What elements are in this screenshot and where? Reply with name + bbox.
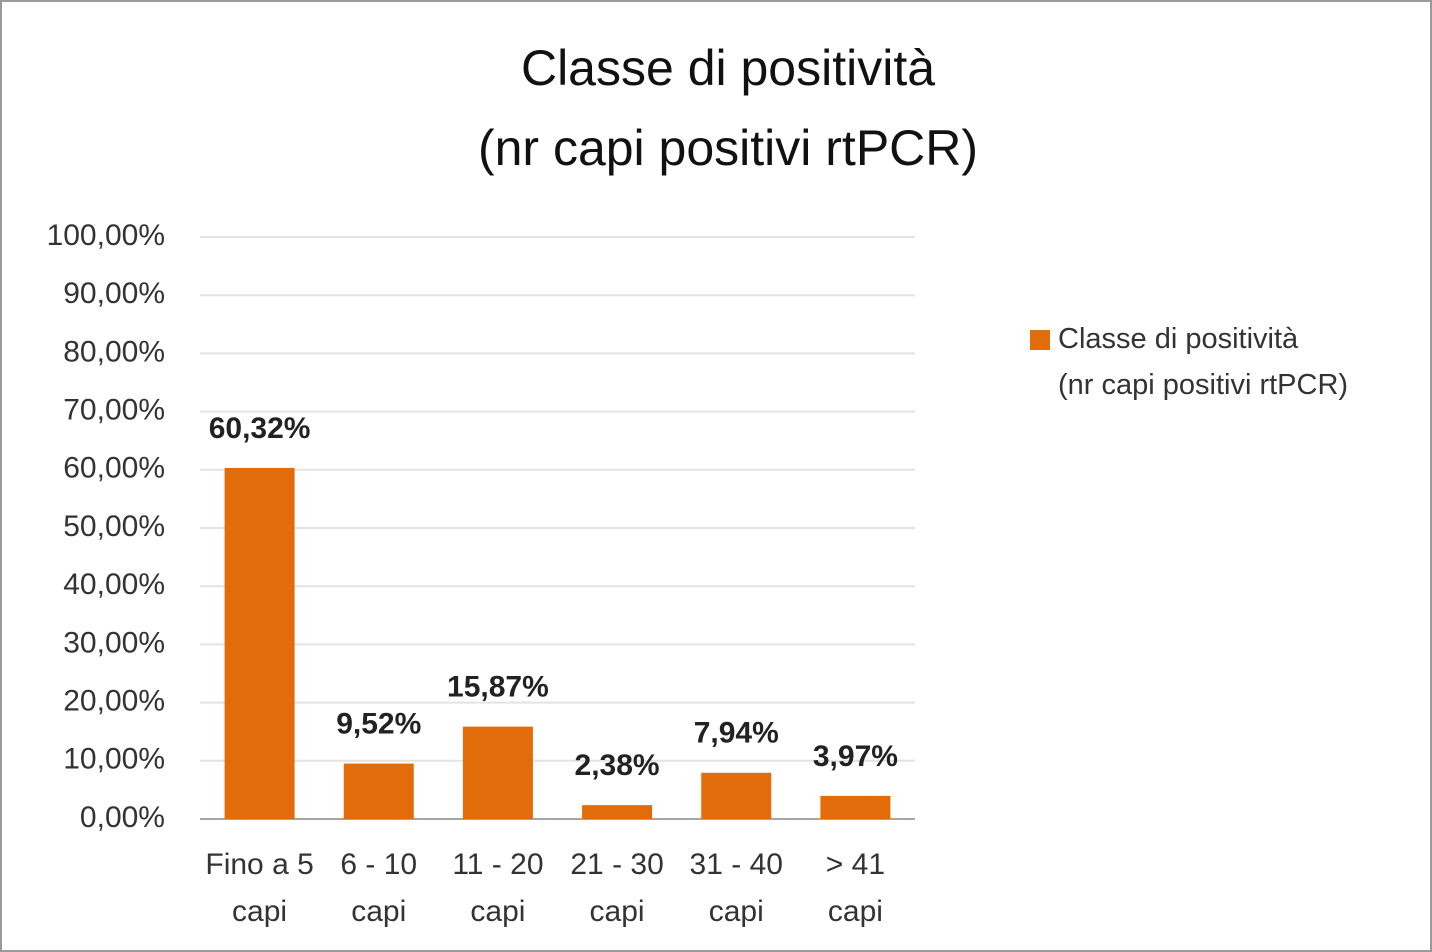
bar: [462, 726, 533, 819]
bar: [582, 805, 653, 819]
y-tick-label: 10,00%: [63, 743, 165, 776]
y-tick-label: 20,00%: [63, 685, 165, 718]
chart-title: (nr capi positivi rtPCR): [478, 120, 978, 176]
chart-title: Classe di positività: [521, 40, 935, 96]
x-tick-label: > 41 capi: [826, 848, 885, 928]
bar: [224, 467, 295, 819]
data-label: 9,52%: [336, 708, 421, 741]
data-label: 7,94%: [694, 717, 779, 750]
data-label: 15,87%: [447, 671, 549, 704]
y-tick-label: 100,00%: [47, 219, 165, 252]
x-tick-label: 6 - 10 capi: [340, 848, 417, 928]
bar: [701, 772, 772, 819]
bar: [820, 795, 891, 819]
x-tick-label: 21 - 30 capi: [570, 848, 663, 928]
x-tick-label: 11 - 20 capi: [452, 848, 543, 928]
y-tick-label: 0,00%: [80, 801, 165, 834]
x-tick-label: Fino a 5 capi: [205, 848, 313, 928]
data-label: 3,97%: [813, 740, 898, 773]
data-label: 60,32%: [209, 412, 311, 445]
x-tick-label: 31 - 40 capi: [690, 848, 783, 928]
y-tick-label: 60,00%: [63, 452, 165, 485]
legend-swatch: [1030, 330, 1050, 350]
bar: [343, 763, 414, 819]
y-tick-label: 30,00%: [63, 626, 165, 659]
y-tick-label: 50,00%: [63, 510, 165, 543]
y-tick-label: 80,00%: [63, 335, 165, 368]
y-tick-label: 90,00%: [63, 277, 165, 310]
y-tick-label: 40,00%: [63, 568, 165, 601]
y-tick-label: 70,00%: [63, 394, 165, 427]
data-label: 2,38%: [575, 749, 660, 782]
legend-label: Classe di positività (nr capi positivi rt…: [1058, 323, 1348, 401]
